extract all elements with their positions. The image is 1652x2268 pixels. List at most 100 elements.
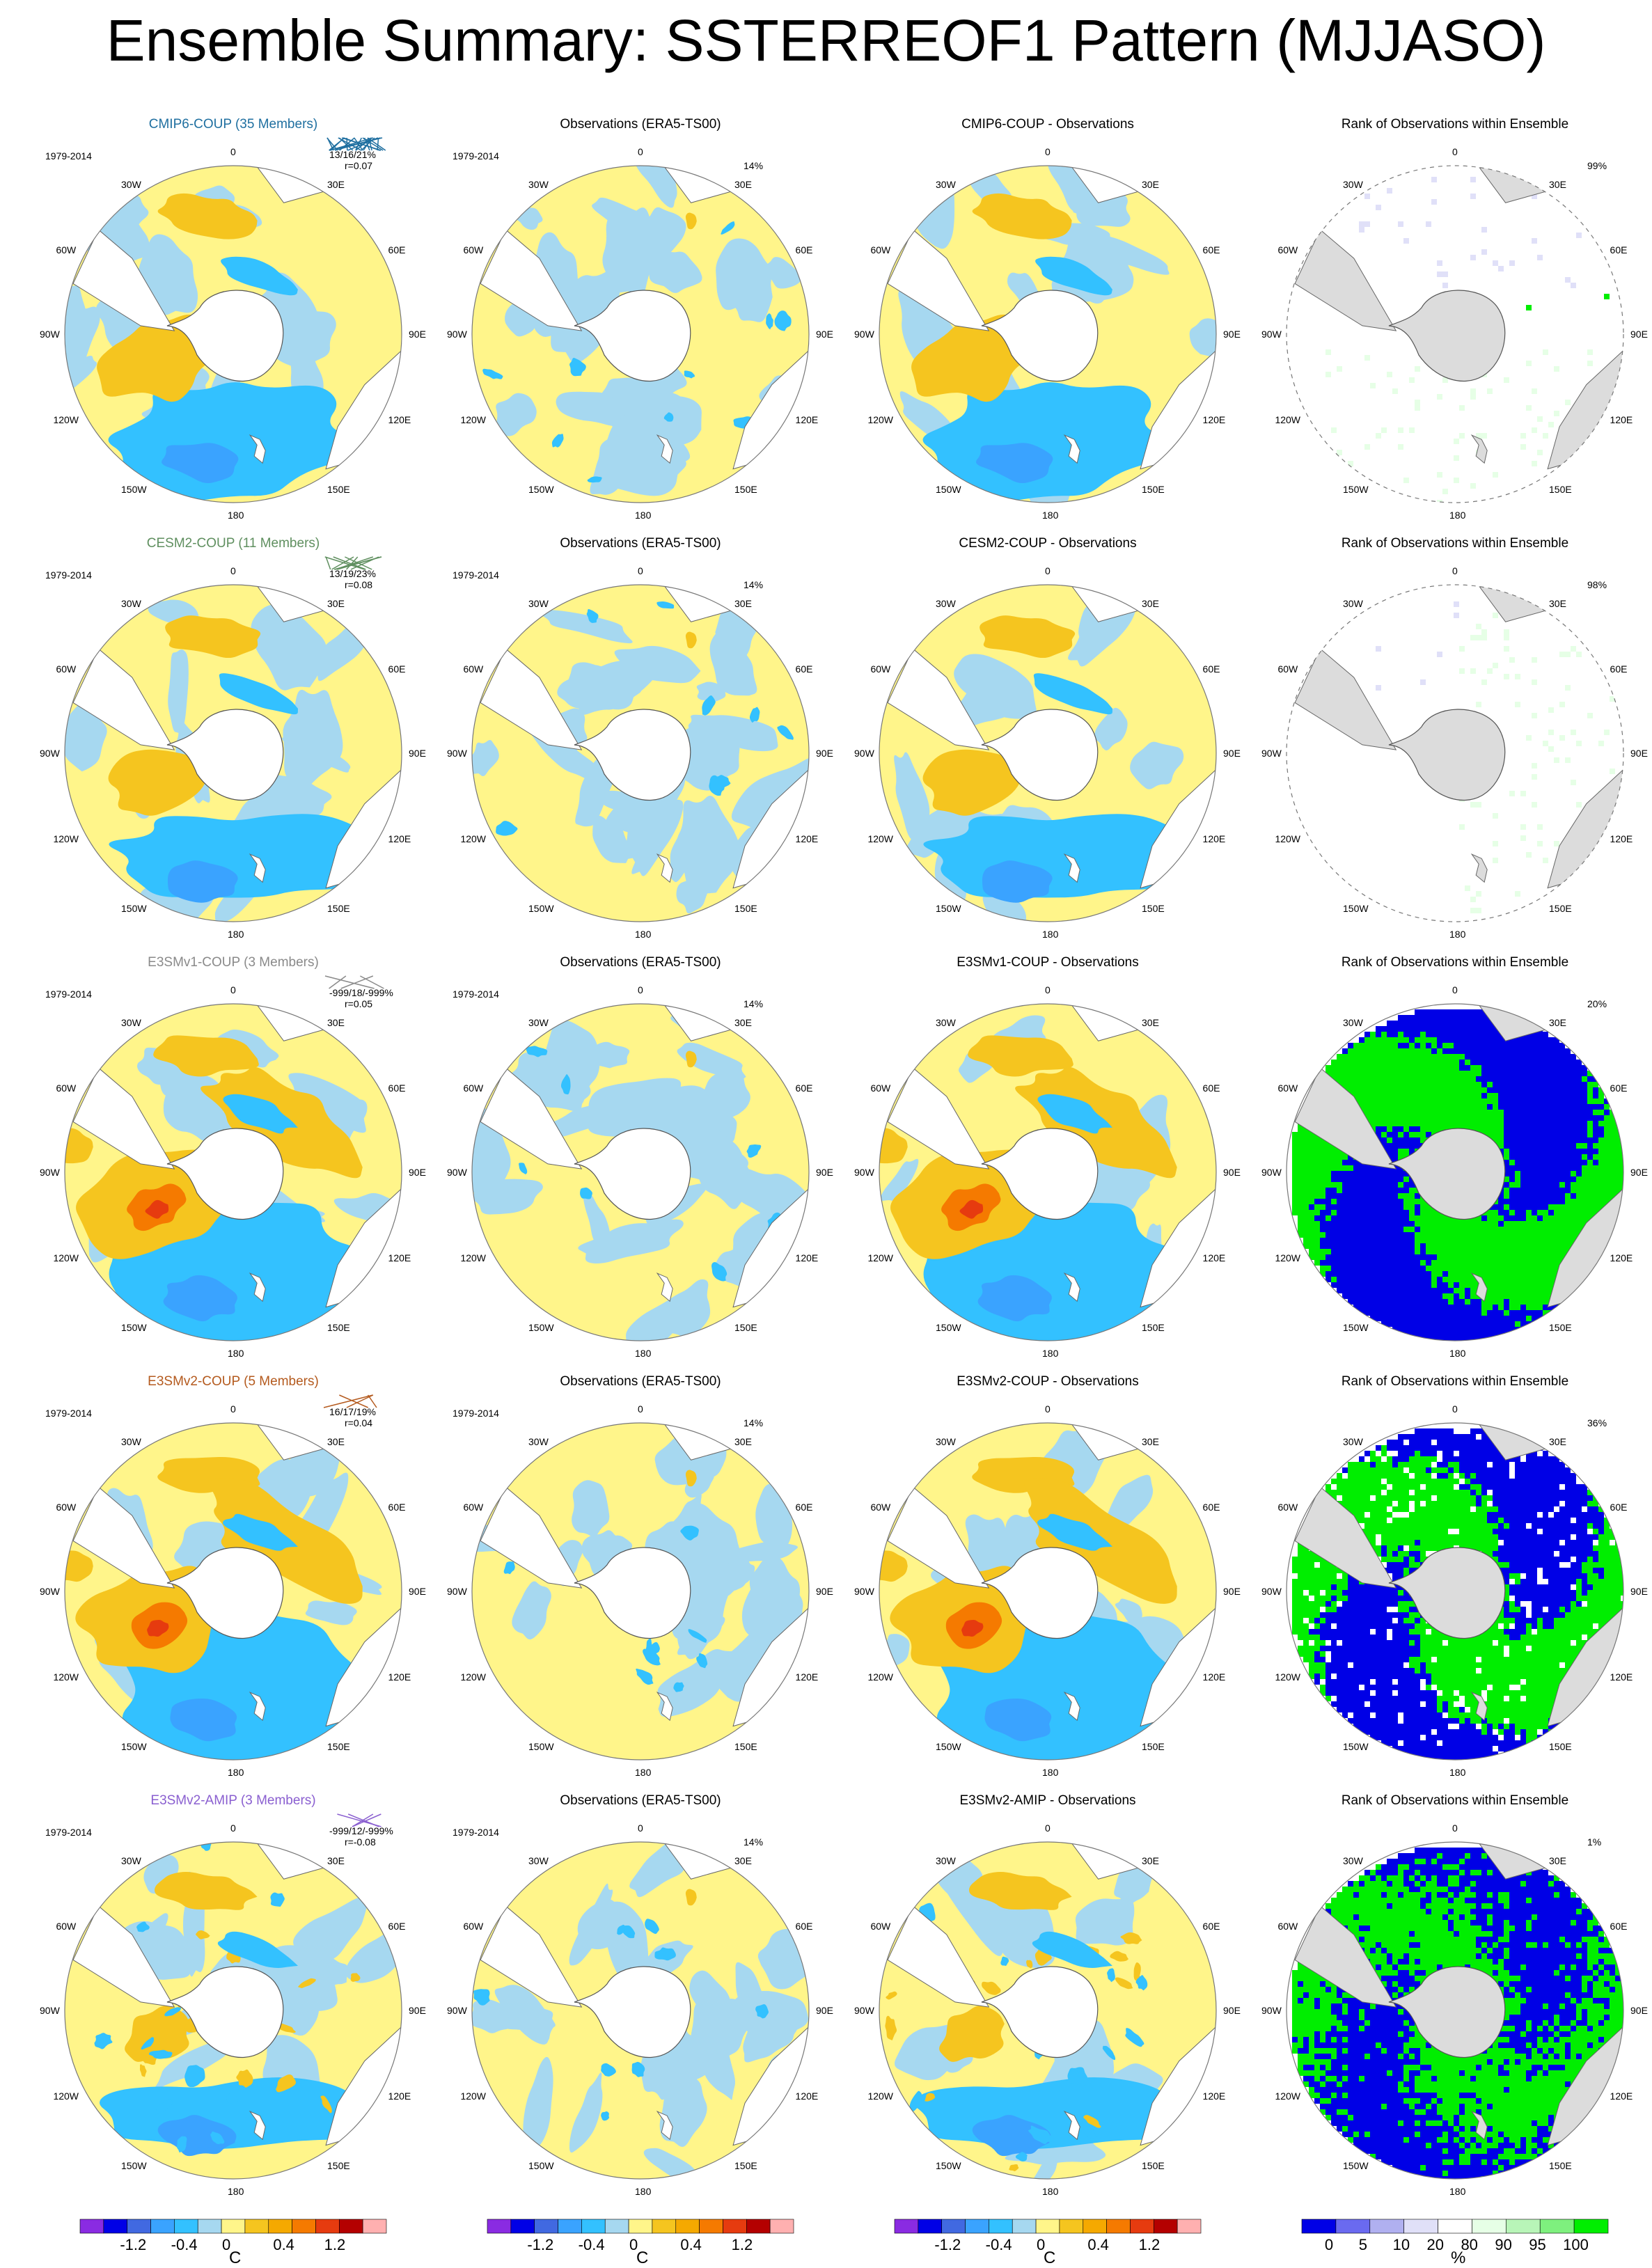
lon-label: 60E (1610, 1502, 1628, 1513)
colorbar-swatch (746, 2219, 770, 2233)
lon-label: 60E (1203, 1921, 1220, 1932)
lon-label: 120W (53, 414, 79, 425)
colorbar-swatch (511, 2219, 535, 2233)
colorbar-swatch (1154, 2219, 1177, 2233)
lon-label: 0 (230, 984, 236, 995)
colorbar-swatch (605, 2219, 629, 2233)
lon-label: 60W (870, 1502, 890, 1513)
lon-label: 30W (121, 1855, 141, 1866)
lon-label: 60E (1610, 663, 1628, 675)
colorbar-tick-label: 0.4 (273, 2236, 294, 2254)
diff-map (853, 536, 1243, 954)
diff-map (853, 1793, 1243, 2211)
lon-label: 180 (228, 2186, 244, 2197)
lon-label: 120E (388, 2090, 411, 2102)
colorbar-tick-label: 0.4 (680, 2236, 702, 2254)
colorbar-swatch (487, 2219, 511, 2233)
colorbar-tick-label: -1.2 (934, 2236, 961, 2254)
lon-label: 120W (53, 1252, 79, 1263)
lon-label: 60W (463, 244, 483, 255)
lon-label: 120E (796, 414, 819, 425)
colorbar-swatch (1404, 2219, 1438, 2233)
lon-label: 150E (1549, 484, 1572, 495)
lon-label: 150W (1343, 2160, 1369, 2171)
colorbar-swatch (1060, 2219, 1083, 2233)
lon-label: 90W (1261, 1586, 1282, 1597)
colorbar-swatch (581, 2219, 605, 2233)
lon-label: 90E (1630, 1167, 1648, 1178)
lon-label: 30E (734, 1855, 752, 1866)
colorbar-swatch (1336, 2219, 1370, 2233)
lon-label: 150W (936, 1322, 961, 1333)
lon-label: 30W (121, 179, 141, 190)
lon-label: 0 (1452, 146, 1458, 157)
lon-label: 90E (409, 1167, 426, 1178)
colorbar-tick-label: -0.4 (986, 2236, 1012, 2254)
lon-label: 90E (816, 329, 833, 340)
lon-label: 120W (460, 1252, 486, 1263)
lon-label: 90W (447, 1586, 467, 1597)
lon-label: 60W (463, 1502, 483, 1513)
colorbar-swatch (1012, 2219, 1036, 2233)
lon-label: 90E (1223, 1586, 1241, 1597)
lon-label: 150W (1343, 484, 1369, 495)
lon-label: 90W (854, 329, 874, 340)
lon-label: 120W (867, 414, 893, 425)
lon-label: 120E (1610, 1671, 1633, 1683)
lon-label: 30W (528, 179, 549, 190)
colorbar-tick-label: 1.2 (324, 2236, 346, 2254)
lon-label: 150W (936, 484, 961, 495)
colorbar-swatch (1036, 2219, 1060, 2233)
colorbar-swatch (700, 2219, 723, 2233)
lon-label: 30W (936, 1855, 956, 1866)
colorbar-swatch (80, 2219, 104, 2233)
lon-label: 30E (1142, 598, 1159, 609)
lon-label: 30W (936, 1017, 956, 1028)
lon-label: 60W (56, 244, 76, 255)
obs-map (446, 955, 835, 1373)
lon-label: 120W (1275, 833, 1300, 844)
lon-label: 180 (1042, 1348, 1058, 1359)
colorbar-swatch (558, 2219, 582, 2233)
colorbar-tick-label: 90 (1495, 2236, 1511, 2254)
lon-label: 90E (409, 329, 426, 340)
lon-label: 30E (327, 1017, 345, 1028)
lon-label: 30E (327, 1855, 345, 1866)
lon-label: 90W (40, 2005, 60, 2016)
lon-label: 90E (1630, 1586, 1648, 1597)
colorbar-swatch (1177, 2219, 1201, 2233)
lon-label: 60W (56, 1082, 76, 1094)
lon-label: 150W (528, 1741, 554, 1752)
lon-label: 60W (870, 1921, 890, 1932)
lon-label: 120E (1610, 1252, 1633, 1263)
lon-label: 30E (327, 598, 345, 609)
colorbar-swatch (1574, 2219, 1608, 2233)
rank-map (1260, 1374, 1650, 1792)
lon-label: 0 (230, 1403, 236, 1415)
obs-map (446, 1374, 835, 1792)
lon-label: 150E (734, 903, 757, 914)
lon-label: 90E (816, 1167, 833, 1178)
lon-label: 90W (1261, 329, 1282, 340)
colorbar-swatch (535, 2219, 558, 2233)
colorbar-unit: C (636, 2249, 648, 2268)
lon-label: 120E (1610, 414, 1633, 425)
lon-label: 90E (1223, 2005, 1241, 2016)
lon-label: 30W (528, 1855, 549, 1866)
lon-label: 0 (1452, 984, 1458, 995)
lon-label: 90W (40, 748, 60, 759)
colorbar-swatch (966, 2219, 989, 2233)
lon-label: 150W (121, 484, 147, 495)
lon-label: 120E (388, 1671, 411, 1683)
colorbar-swatch (1438, 2219, 1472, 2233)
colorbar-swatch (269, 2219, 292, 2233)
lon-label: 120W (53, 833, 79, 844)
